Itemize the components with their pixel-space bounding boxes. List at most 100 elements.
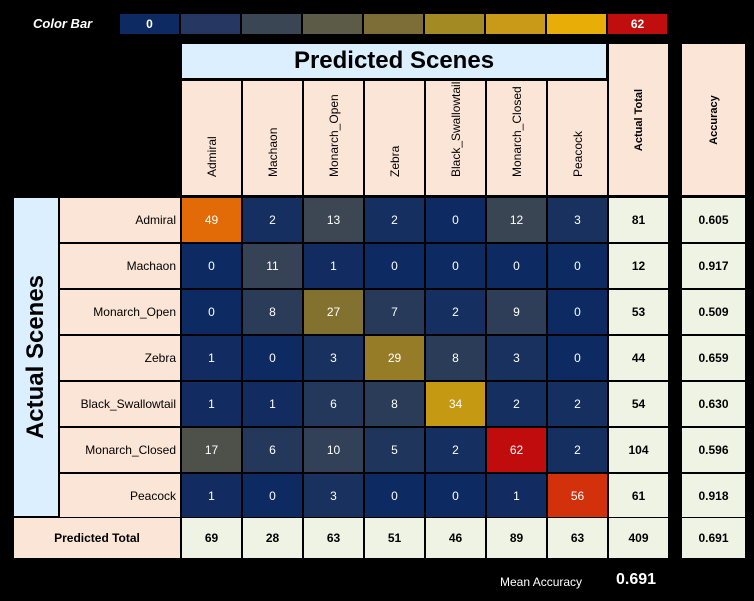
matrix-cell: 2	[547, 427, 608, 473]
matrix-cell: 0	[242, 473, 303, 519]
matrix-cell: 17	[181, 427, 242, 473]
matrix-cell: 2	[486, 381, 547, 427]
accuracy-cell: 0.605	[681, 197, 746, 243]
matrix-cell: 0	[181, 289, 242, 335]
matrix-cell: 1	[303, 243, 364, 289]
matrix-cell: 2	[425, 289, 486, 335]
column-label-text: Admiral	[204, 136, 219, 177]
matrix-cell: 2	[242, 197, 303, 243]
matrix-cell: 8	[364, 381, 425, 427]
colorbar-segment: 62	[607, 13, 668, 35]
colorbar-segment	[424, 13, 485, 35]
colorbar-segment	[485, 13, 546, 35]
matrix-cell: 0	[486, 243, 547, 289]
matrix-cell: 29	[364, 335, 425, 381]
column-label-text: Machaon	[265, 127, 280, 177]
row-label: Zebra	[59, 335, 181, 381]
matrix-cell: 2	[425, 427, 486, 473]
matrix-cell: 6	[303, 381, 364, 427]
matrix-cell: 49	[181, 197, 242, 243]
matrix-cell: 3	[303, 335, 364, 381]
matrix-cell: 3	[303, 473, 364, 519]
actual-total-cell: 53	[608, 289, 669, 335]
column-label: Peacock	[547, 80, 608, 196]
colorbar-segment	[546, 13, 607, 35]
row-label: Black_Swallowtail	[59, 381, 181, 427]
mean-accuracy-value: 0.691	[616, 571, 657, 588]
matrix-cell: 7	[364, 289, 425, 335]
matrix-cell: 27	[303, 289, 364, 335]
matrix-cell: 34	[425, 381, 486, 427]
matrix-cell: 0	[181, 243, 242, 289]
colorbar-segment	[180, 13, 241, 35]
column-label-text: Black_Swallowtail	[448, 81, 463, 177]
matrix-cell: 6	[242, 427, 303, 473]
grand-total-cell: 409	[608, 517, 669, 559]
actual-total-header: Actual Total	[608, 43, 669, 196]
actual-total-cell: 61	[608, 473, 669, 519]
predicted-total-cell: 69	[181, 517, 242, 559]
column-label-text: Monarch_Open	[326, 94, 341, 177]
matrix-cell: 2	[547, 381, 608, 427]
column-label: Monarch_Closed	[486, 80, 547, 196]
colorbar-segment	[241, 13, 302, 35]
matrix-cell: 0	[547, 243, 608, 289]
accuracy-header-label: Accuracy	[707, 94, 720, 145]
colorbar-title: Color Bar	[33, 16, 93, 31]
accuracy-cell: 0.918	[681, 473, 746, 519]
matrix-cell: 62	[486, 427, 547, 473]
matrix-cell: 1	[486, 473, 547, 519]
column-label-text: Zebra	[387, 145, 402, 177]
predicted-total-label: Predicted Total	[13, 517, 181, 559]
column-label: Monarch_Open	[303, 80, 364, 196]
row-label: Monarch_Closed	[59, 427, 181, 473]
actual-scenes-header: Actual Scenes	[13, 197, 59, 517]
actual-total-header-label: Actual Total	[632, 88, 645, 151]
colorbar-segment	[363, 13, 424, 35]
matrix-cell: 56	[547, 473, 608, 519]
matrix-cell: 0	[547, 335, 608, 381]
actual-total-cell: 104	[608, 427, 669, 473]
predicted-scenes-header: Predicted Scenes	[181, 43, 607, 79]
mean-accuracy-label: Mean Accuracy	[500, 575, 583, 589]
row-label: Machaon	[59, 243, 181, 289]
predicted-total-cell: 28	[242, 517, 303, 559]
accuracy-cell: 0.917	[681, 243, 746, 289]
column-label-text: Peacock	[570, 130, 585, 177]
actual-total-cell: 12	[608, 243, 669, 289]
row-label: Peacock	[59, 473, 181, 519]
colorbar-segment	[302, 13, 363, 35]
predicted-total-cell: 63	[303, 517, 364, 559]
matrix-cell: 8	[242, 289, 303, 335]
matrix-cell: 0	[425, 197, 486, 243]
matrix-cell: 11	[242, 243, 303, 289]
column-label: Zebra	[364, 80, 425, 196]
matrix-cell: 0	[547, 289, 608, 335]
matrix-cell: 8	[425, 335, 486, 381]
matrix-cell: 1	[181, 381, 242, 427]
matrix-cell: 13	[303, 197, 364, 243]
overall-accuracy-cell: 0.691	[681, 517, 746, 559]
matrix-cell: 3	[547, 197, 608, 243]
accuracy-cell: 0.630	[681, 381, 746, 427]
accuracy-header: Accuracy	[681, 43, 746, 196]
matrix-cell: 1	[181, 473, 242, 519]
predicted-total-cell: 63	[547, 517, 608, 559]
matrix-cell: 0	[364, 473, 425, 519]
predicted-total-cell: 51	[364, 517, 425, 559]
accuracy-cell: 0.509	[681, 289, 746, 335]
column-label: Machaon	[242, 80, 303, 196]
colorbar-segment: 0	[119, 13, 180, 35]
matrix-cell: 0	[425, 243, 486, 289]
predicted-total-cell: 46	[425, 517, 486, 559]
matrix-cell: 0	[425, 473, 486, 519]
matrix-cell: 0	[364, 243, 425, 289]
matrix-cell: 1	[242, 381, 303, 427]
column-label: Black_Swallowtail	[425, 80, 486, 196]
actual-total-cell: 54	[608, 381, 669, 427]
accuracy-cell: 0.596	[681, 427, 746, 473]
matrix-cell: 0	[242, 335, 303, 381]
matrix-cell: 1	[181, 335, 242, 381]
row-label: Monarch_Open	[59, 289, 181, 335]
matrix-cell: 12	[486, 197, 547, 243]
